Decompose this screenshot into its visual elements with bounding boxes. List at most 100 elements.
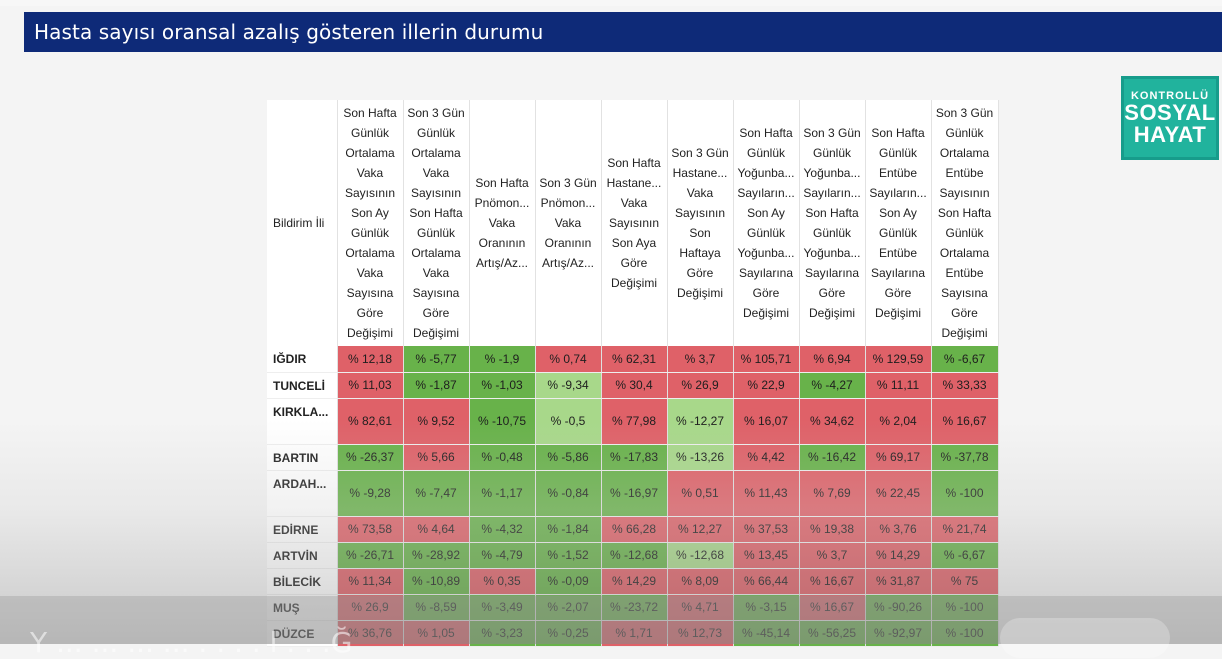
value-cell: % 4,71 [667, 594, 734, 621]
value-cell: % 33,33 [931, 372, 999, 399]
value-cell: % 11,03 [337, 372, 404, 399]
column-header-line: Son 3 Gün [935, 106, 994, 120]
column-header-line: Göre [951, 306, 978, 320]
column-header-line: Günlük [812, 226, 852, 240]
column-header-line: Sayısının [674, 206, 726, 220]
column-header-line: Entübe [878, 166, 918, 180]
value-cell: % 13,45 [733, 542, 800, 569]
table-row: MUŞ% 26,9% -8,59% -3,49% -2,07% -23,72% … [267, 594, 999, 621]
table-row: BARTIN% -26,37% 5,66% -0,48% -5,86% -17,… [267, 444, 999, 471]
column-header-line: Değişimi [808, 306, 855, 320]
value-cell: % -28,92 [403, 542, 470, 569]
value-cell: % -56,25 [799, 620, 866, 647]
province-table: Bildirim İli Son Hafta Günlük Ortalama Vaka… [267, 100, 999, 647]
value-cell: % 16,67 [799, 594, 866, 621]
column-header-line: Yoğunba... [803, 166, 861, 180]
column-header-line: Son [689, 226, 711, 240]
value-cell: % -13,26 [667, 444, 734, 471]
value-cell: % 26,9 [337, 594, 404, 621]
column-header-1: Son Hafta Günlük Ortalama Vaka Sayısının Son … [337, 100, 404, 346]
column-header-line: Vaka [620, 196, 648, 210]
value-cell: % 69,17 [865, 444, 932, 471]
value-cell: % 62,31 [601, 346, 668, 373]
province-name-cell: ARDAH... [267, 470, 338, 517]
value-cell: % -4,27 [799, 372, 866, 399]
value-cell: % 3,7 [799, 542, 866, 569]
column-header-line: Sayısına [941, 286, 988, 300]
value-cell: % 2,04 [865, 398, 932, 445]
column-header-line: Sayılarına [870, 266, 926, 280]
value-cell: % 77,98 [601, 398, 668, 445]
value-cell: % -100 [931, 470, 999, 517]
column-header-line: Sayıların... [803, 186, 861, 200]
column-header-line: Son Hafta [409, 206, 463, 220]
value-cell: % 14,29 [865, 542, 932, 569]
top-strip [0, 0, 1222, 6]
value-cell: % 1,71 [601, 620, 668, 647]
column-header-line: Göre [884, 286, 912, 300]
province-table-wrap: Bildirim İli Son Hafta Günlük Ortalama Vaka… [267, 100, 999, 647]
overlay-caption: Y ... ... ... ... . . . . l . . .Ğ [30, 626, 353, 659]
column-header-line: Vaka [488, 216, 516, 230]
overlay-pill [1000, 618, 1170, 658]
value-cell: % -0,25 [535, 620, 602, 647]
column-header-line: Değişimi [676, 286, 723, 300]
column-header-line: Son 3 Gün [407, 106, 465, 120]
column-header-line: Sayısının [608, 216, 660, 230]
value-cell: % -12,68 [601, 542, 668, 569]
column-header-line: Son 3 Gün [803, 126, 861, 140]
value-cell: % -1,84 [535, 516, 602, 543]
column-header-line: Son 3 Gün [539, 176, 597, 190]
value-cell: % -6,67 [931, 542, 999, 569]
value-cell: % 5,66 [403, 444, 470, 471]
column-header-line: Son Hafta [475, 176, 529, 190]
column-header-line: Günlük [945, 226, 984, 240]
column-header-line: Sayısına [346, 286, 394, 300]
column-header-5: Son Hafta Hastane... Vaka Sayısının Son Aya G… [601, 100, 668, 346]
value-cell: % 66,44 [733, 568, 800, 595]
value-cell: % 22,45 [865, 470, 932, 517]
value-cell: % 30,4 [601, 372, 668, 399]
column-header-line: Vaka [356, 266, 384, 280]
value-cell: % 19,38 [799, 516, 866, 543]
logo-line-mid: SOSYAL [1124, 100, 1216, 125]
table-header-row: Bildirim İli Son Hafta Günlük Ortalama Vaka… [267, 100, 999, 346]
slide-title: Hasta sayısı oransal azalış gösteren ill… [34, 20, 544, 44]
column-header-line: Günlük [878, 226, 918, 240]
value-cell: % 75 [931, 568, 999, 595]
column-header-line: Sayıların... [869, 186, 927, 200]
value-cell: % 21,74 [931, 516, 999, 543]
column-header-line: Son Hafta [805, 206, 859, 220]
value-cell: % -16,42 [799, 444, 866, 471]
column-header-line: Pnömon... [540, 196, 596, 210]
value-cell: % 22,9 [733, 372, 800, 399]
value-cell: % -17,83 [601, 444, 668, 471]
column-header-line: Artış/Az... [475, 256, 528, 270]
value-cell: % 31,87 [865, 568, 932, 595]
column-header-9: Son Hafta Günlük Entübe Sayıların... Son Ay G… [865, 100, 932, 346]
table-row: KIRKLA...% 82,61% 9,52% -10,75% -0,5% 77… [267, 398, 999, 445]
value-cell: % 12,73 [667, 620, 734, 647]
value-cell: % -16,97 [601, 470, 668, 517]
value-cell: % -2,07 [535, 594, 602, 621]
column-header-line: Göre [356, 306, 384, 320]
column-header-line: Son Hafta [607, 156, 661, 170]
column-header-line: Hastane... [672, 166, 728, 180]
column-header-line: Günlük [945, 126, 984, 140]
table-row: BİLECİK% 11,34% -10,89% 0,35% -0,09% 14,… [267, 568, 999, 595]
value-cell: % 7,69 [799, 470, 866, 517]
value-cell: % -1,9 [469, 346, 536, 373]
province-name-cell: BİLECİK [267, 568, 338, 595]
column-header-line: Son Hafta [739, 126, 793, 140]
value-cell: % 6,94 [799, 346, 866, 373]
value-cell: % -0,48 [469, 444, 536, 471]
province-name-cell: BARTIN [267, 444, 338, 471]
column-header-line: Ortalama [939, 146, 990, 160]
column-header-line: Sayıların... [737, 186, 795, 200]
value-cell: % -1,17 [469, 470, 536, 517]
table-row: ARTVİN% -26,71% -28,92% -4,79% -1,52% -1… [267, 542, 999, 569]
table-row: DÜZCE% 36,76% 1,05% -3,23% -0,25% 1,71% … [267, 620, 999, 647]
value-cell: % -9,34 [535, 372, 602, 399]
value-cell: % 3,7 [667, 346, 734, 373]
value-cell: % -4,32 [469, 516, 536, 543]
